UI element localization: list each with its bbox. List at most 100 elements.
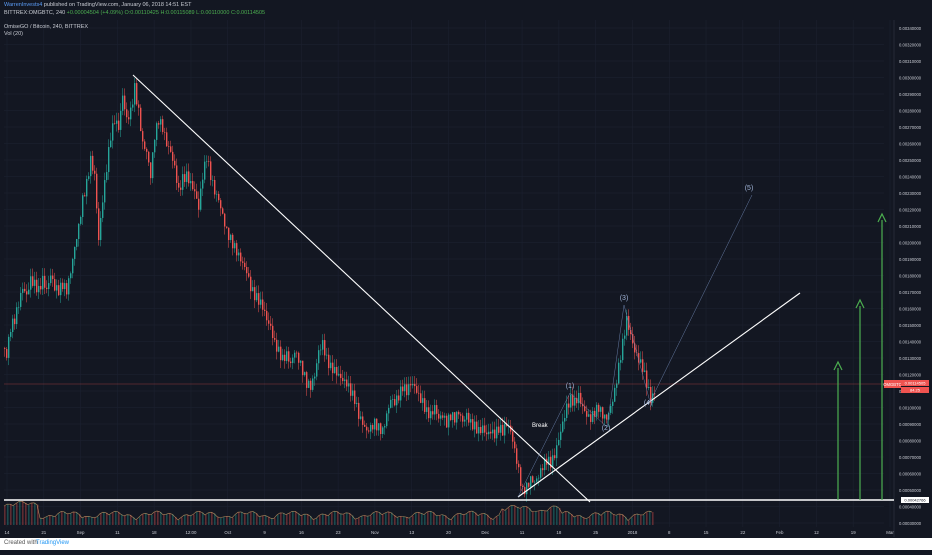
candle-body [562,421,564,432]
candle-body [208,161,210,162]
candle-body [410,384,412,386]
candle-body [452,412,454,421]
volume-bar [112,512,114,525]
tradingview-logo[interactable]: TradingView [36,540,70,546]
volume-bar [76,512,78,525]
candle-body [18,306,20,308]
candle-body [430,411,432,419]
candle-body [406,384,408,396]
candle-body [586,410,588,417]
candle-body [522,485,524,488]
candle-body [278,346,280,352]
volume-bar [328,515,330,525]
volume-bar [271,518,273,525]
candle-body [616,383,618,388]
x-tick-label: 19 [851,530,856,535]
volume-bar [331,512,333,525]
volume-bar [640,514,642,525]
candle-body [654,393,656,395]
candle-body [412,384,414,386]
volume-bar [625,516,627,525]
y-tick-label: 0.00090000 [899,422,922,427]
y-tick-label: 0.00170000 [899,290,922,295]
volume-bar [172,514,174,525]
volume-bar [229,516,231,525]
candle-body [624,335,626,339]
wave-label: (2) [602,425,611,432]
candle-body [308,380,310,388]
volume-bar [496,516,498,525]
candle-body [424,398,426,412]
volume-bar [355,519,357,525]
candle-body [652,393,654,403]
candle-body [548,456,550,465]
change-value: +0.00004504 (+4.09%) [66,10,123,16]
candle-body [26,291,28,295]
candle-body [526,482,528,495]
volume-bar [103,512,105,525]
volume-bar [478,515,480,525]
volume-bar [175,516,177,525]
volume-bar [652,512,654,525]
candle-body [22,288,24,293]
candle-body [402,386,404,392]
volume-bar [616,515,618,525]
candle-body [82,195,84,218]
volume-bar [121,514,123,525]
volume-bar [358,518,360,525]
volume-bar [163,514,165,525]
symbol-tag-bg [884,380,901,388]
candle-body [160,119,162,125]
volume-bar [136,519,138,525]
candle-body [566,403,568,418]
candle-body [202,179,204,189]
volume-bar [235,514,237,525]
volume-bar [40,518,42,525]
price-tag: 0.00114505 [905,381,927,386]
candle-body [630,329,632,335]
candle-body [212,179,214,181]
volume-bar [385,512,387,525]
volume-bar [421,513,423,525]
volume-bar [526,506,528,525]
candle-body [300,360,302,363]
volume-bar [304,514,306,525]
volume-tag-bg [901,387,929,393]
volume-bar [631,517,633,525]
candle-body [124,95,126,110]
volume-bar [397,517,399,525]
candle-body [232,234,234,249]
candle-body [44,275,46,288]
volume-bar [562,513,564,525]
candle-body [104,180,106,203]
candle-body [200,188,202,210]
open-value: O:0.00110425 [124,10,159,16]
candle-body [342,377,344,382]
low-value: L:0.00110000 [196,10,230,16]
candle-body [6,348,8,358]
volume-bar [124,515,126,525]
volume-bar [523,506,525,525]
candle-body [76,239,78,247]
candle-body [614,387,616,402]
volume-bar [361,516,363,525]
candle-body [392,399,394,400]
candle-body [24,288,26,292]
candle-body [354,390,356,404]
price-tag-bg [901,380,929,386]
candle-body [480,426,482,434]
author-link[interactable]: WarrenInvests4 [4,2,43,8]
volume-bar [484,513,486,525]
volume-bar [589,517,591,525]
candle-body [216,193,218,195]
candle-body [284,354,286,361]
volume-bar [460,513,462,525]
candle-body [612,401,614,406]
candle-body [228,227,230,241]
volume-bar [376,511,378,525]
volume-bar [487,514,489,525]
volume-bar [574,517,576,525]
candle-body [642,359,644,372]
volume-bar [319,515,321,525]
